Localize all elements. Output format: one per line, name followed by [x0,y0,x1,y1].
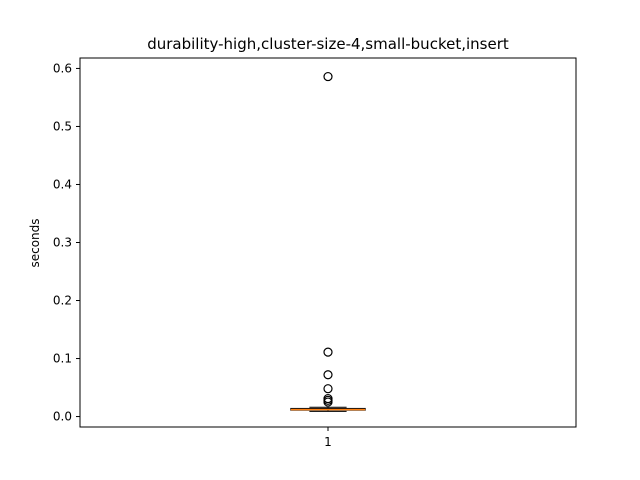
y-tick-label: 0.5 [53,119,72,133]
flier-point [323,370,333,380]
y-tick-label: 0.4 [53,177,72,191]
flier-point [323,347,333,357]
chart-title: durability-high,cluster-size-4,small-buc… [147,35,509,53]
axes-frame [79,57,577,428]
y-tick-label: 0.1 [53,352,72,366]
y-axis-label: seconds [28,218,42,267]
flier-point [323,384,333,394]
y-tick-label: 0.2 [53,294,72,308]
x-tick-label: 1 [324,435,332,449]
y-tick-label: 0.6 [53,61,72,75]
y-tick-label: 0.0 [53,410,72,424]
flier-point [323,71,333,82]
y-tick-label: 0.3 [53,236,72,250]
flier-point [323,393,333,404]
plot-area: 0.0 0.1 0.2 0.3 0.4 0.5 0.6 1 [53,61,366,449]
